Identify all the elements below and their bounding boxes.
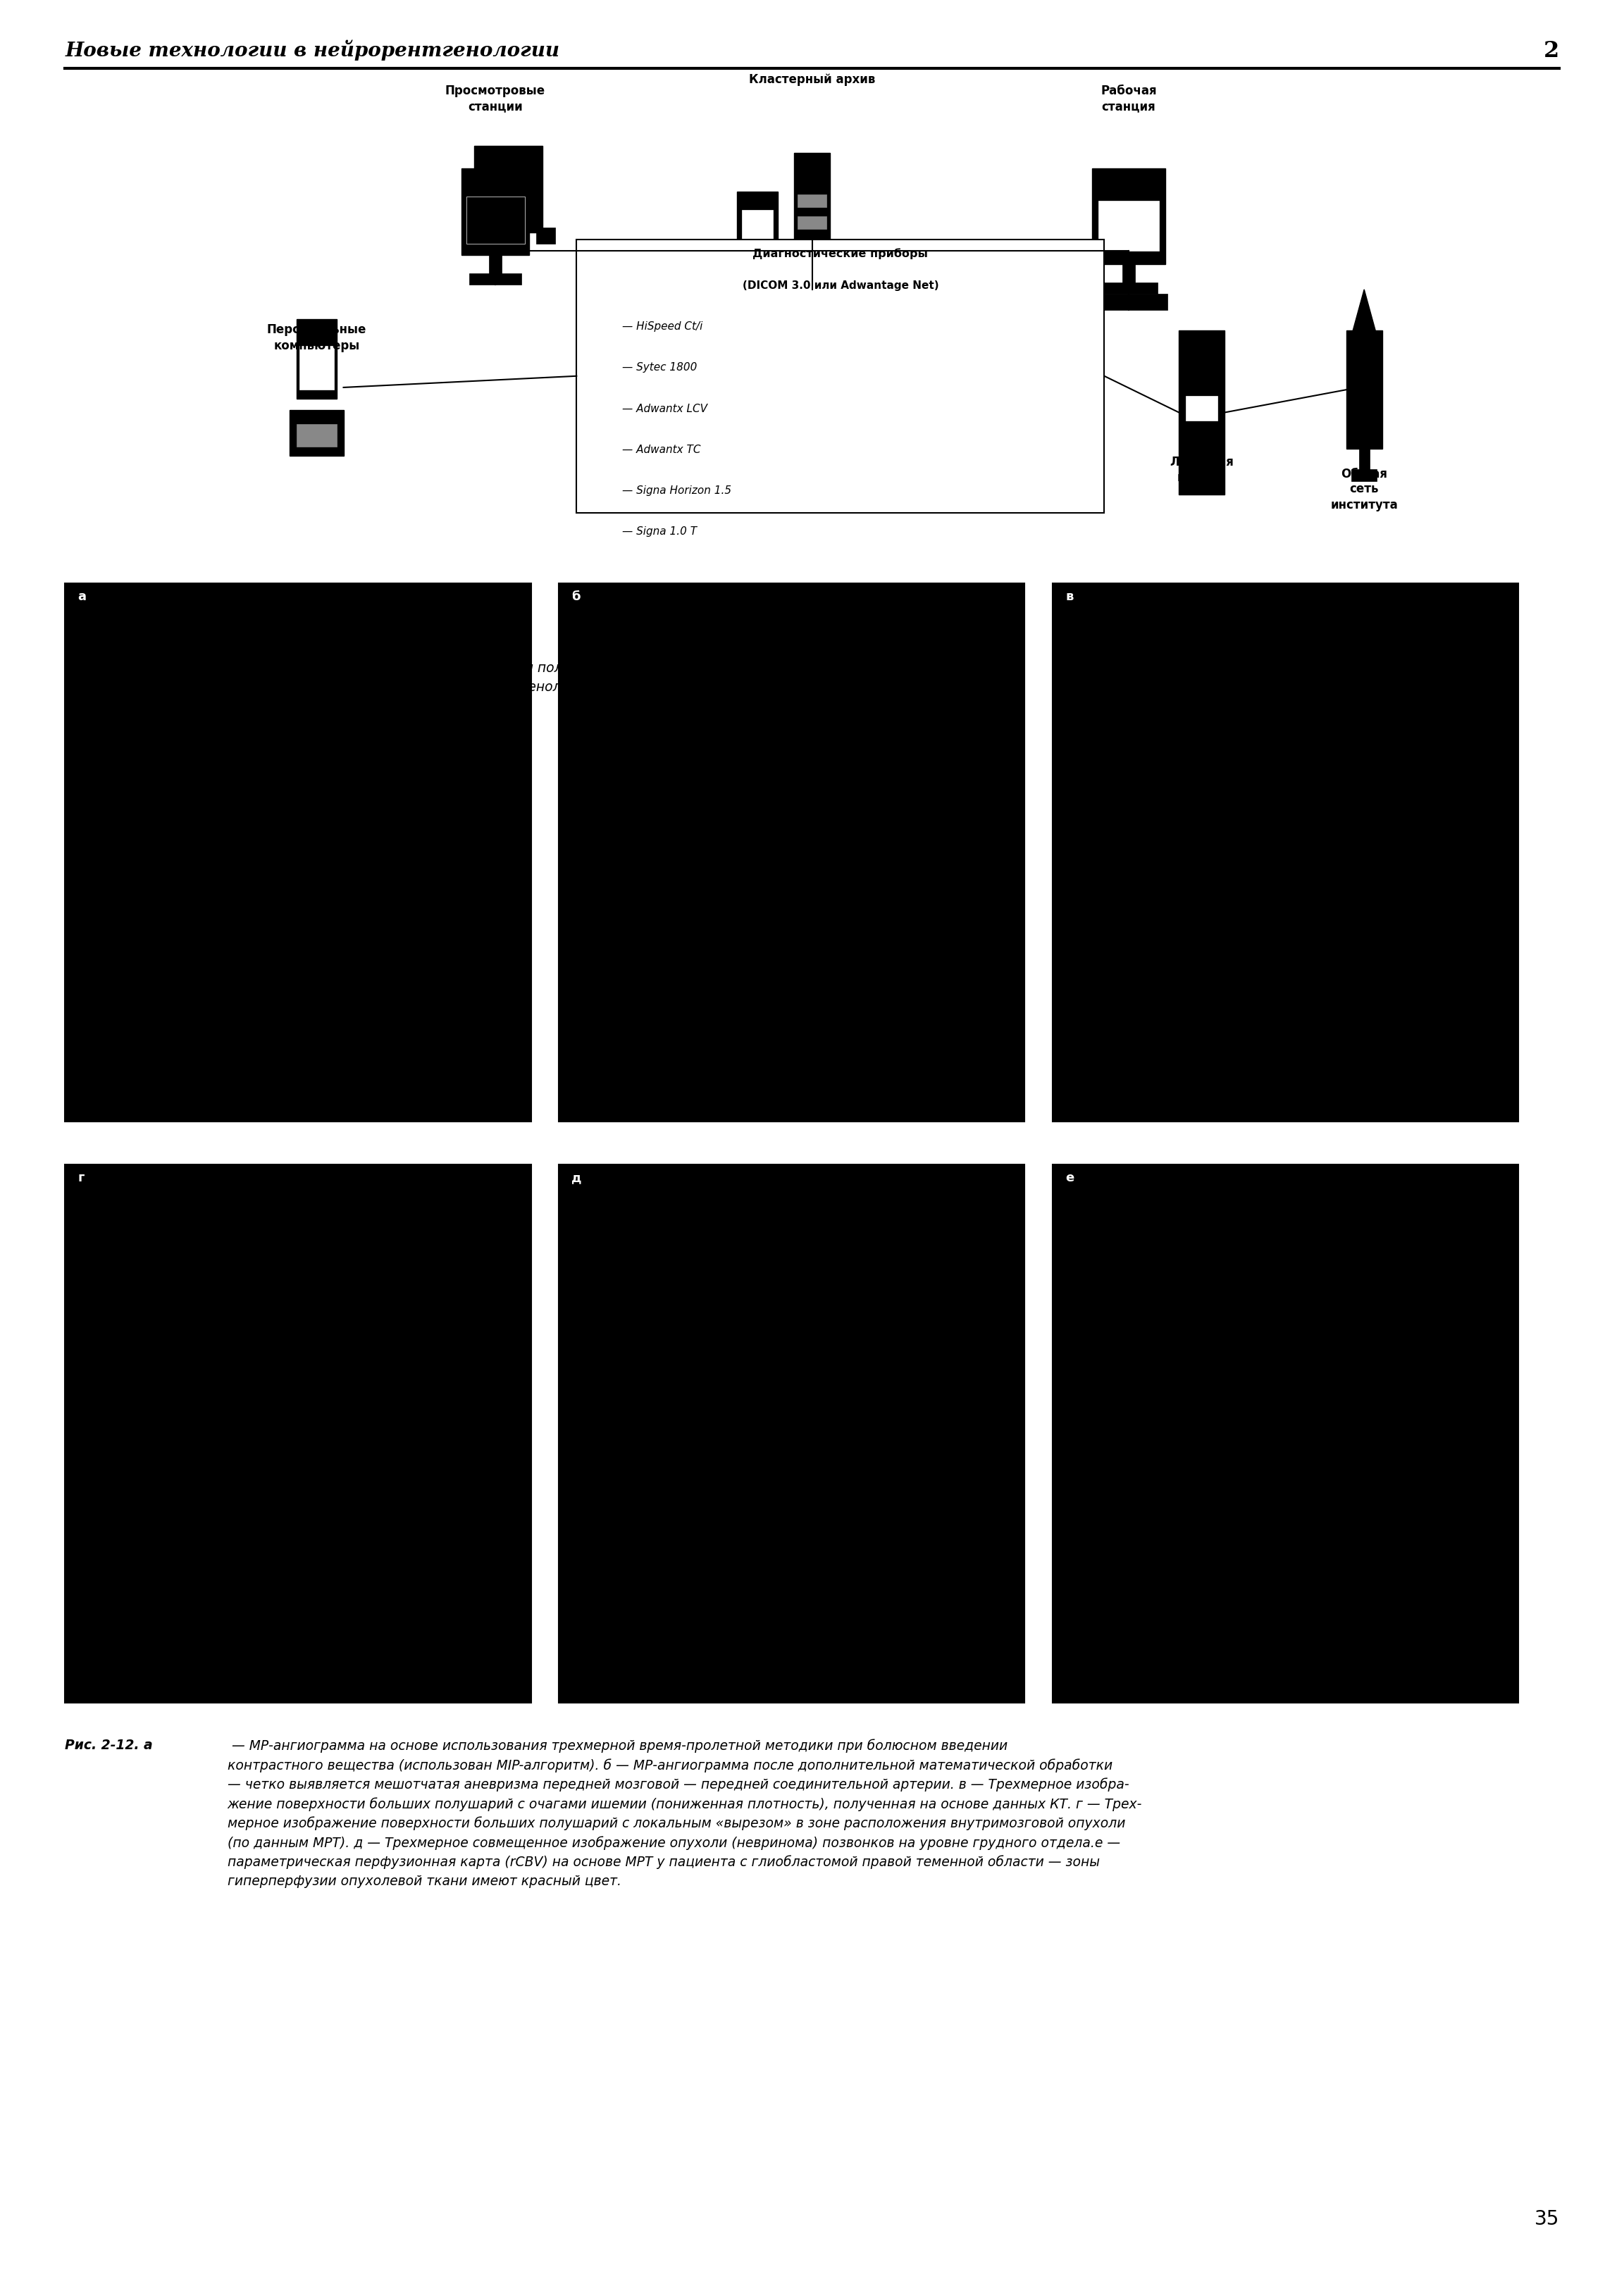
Bar <box>469 273 521 285</box>
Text: е: е <box>1065 1171 1073 1185</box>
Bar <box>1091 169 1166 264</box>
Text: — HiSpeed Ct/i: — HiSpeed Ct/i <box>622 321 703 333</box>
Bar <box>1186 397 1218 422</box>
Text: Общая
сеть
института: Общая сеть института <box>1330 467 1398 510</box>
Text: Рис. 2-11.: Рис. 2-11. <box>65 661 140 675</box>
Text: Просмотровые
станции: Просмотровые станции <box>445 84 546 112</box>
Bar <box>289 410 344 456</box>
Bar <box>65 1165 531 1702</box>
Bar <box>489 255 502 276</box>
Bar <box>73 593 119 634</box>
Bar <box>1099 283 1158 294</box>
Bar <box>1098 201 1160 251</box>
Bar <box>1060 1174 1106 1215</box>
Text: Лазерная
камера: Лазерная камера <box>1169 456 1234 483</box>
Text: — Signa 1.0 T: — Signa 1.0 T <box>622 526 697 538</box>
Text: г: г <box>78 1171 84 1185</box>
Bar <box>1359 449 1369 472</box>
Text: Кластерный архив: Кластерный архив <box>749 73 875 87</box>
Text: Диагностические приборы: Диагностические приборы <box>754 248 927 260</box>
Text: 35: 35 <box>1535 2208 1559 2229</box>
Text: б: б <box>572 590 580 604</box>
Bar <box>1052 583 1518 1121</box>
Bar <box>466 196 525 244</box>
Text: — Signa Horizon 1.5: — Signa Horizon 1.5 <box>622 485 731 497</box>
Bar <box>1122 264 1135 285</box>
Bar <box>296 319 336 399</box>
Text: Рабочая
станция: Рабочая станция <box>1101 84 1156 112</box>
Bar <box>797 217 827 230</box>
Bar <box>577 239 1104 513</box>
Text: 2: 2 <box>1543 39 1559 62</box>
Bar <box>794 153 830 262</box>
Bar <box>567 1174 612 1215</box>
Bar <box>797 194 827 207</box>
Bar <box>559 583 1025 1121</box>
Bar <box>73 1174 119 1215</box>
Bar <box>1090 294 1168 310</box>
Bar <box>65 583 531 1121</box>
Bar <box>1052 1165 1518 1702</box>
Bar <box>1060 593 1106 634</box>
Text: Новые технологии в нейрорентгенологии: Новые технологии в нейрорентгенологии <box>65 39 560 62</box>
Text: д: д <box>572 1171 581 1185</box>
Bar <box>767 269 857 289</box>
Text: — МР-ангиограмма на основе использования трехмерной время-пролетной методики при: — МР-ангиограмма на основе использования… <box>227 1739 1142 1887</box>
Bar <box>1351 469 1377 481</box>
Bar <box>737 191 778 248</box>
Text: Схема компьютерной радиологической сети для получения, хранения, передачи и пост: Схема компьютерной радиологической сети … <box>187 661 1025 713</box>
Bar <box>474 146 542 232</box>
Bar <box>461 169 529 255</box>
Bar <box>536 228 555 244</box>
Bar <box>296 424 336 447</box>
Text: — Adwantx LCV: — Adwantx LCV <box>622 403 706 415</box>
Text: в: в <box>1065 590 1073 604</box>
Text: Персональные
компьютеры: Персональные компьютеры <box>266 324 367 351</box>
Polygon shape <box>1348 289 1380 349</box>
Bar <box>1346 330 1382 449</box>
Text: — Sytec 1800: — Sytec 1800 <box>622 362 697 374</box>
Bar <box>559 1165 1025 1702</box>
Text: (DICOM 3.0 или Adwantage Net): (DICOM 3.0 или Adwantage Net) <box>742 280 939 292</box>
Bar <box>299 346 333 390</box>
Bar <box>742 210 773 239</box>
Text: а: а <box>78 590 86 604</box>
Text: Рис. 2-12. а: Рис. 2-12. а <box>65 1739 153 1753</box>
Bar <box>1179 330 1224 495</box>
Bar <box>567 593 612 634</box>
Text: — Adwantx TC: — Adwantx TC <box>622 444 700 456</box>
